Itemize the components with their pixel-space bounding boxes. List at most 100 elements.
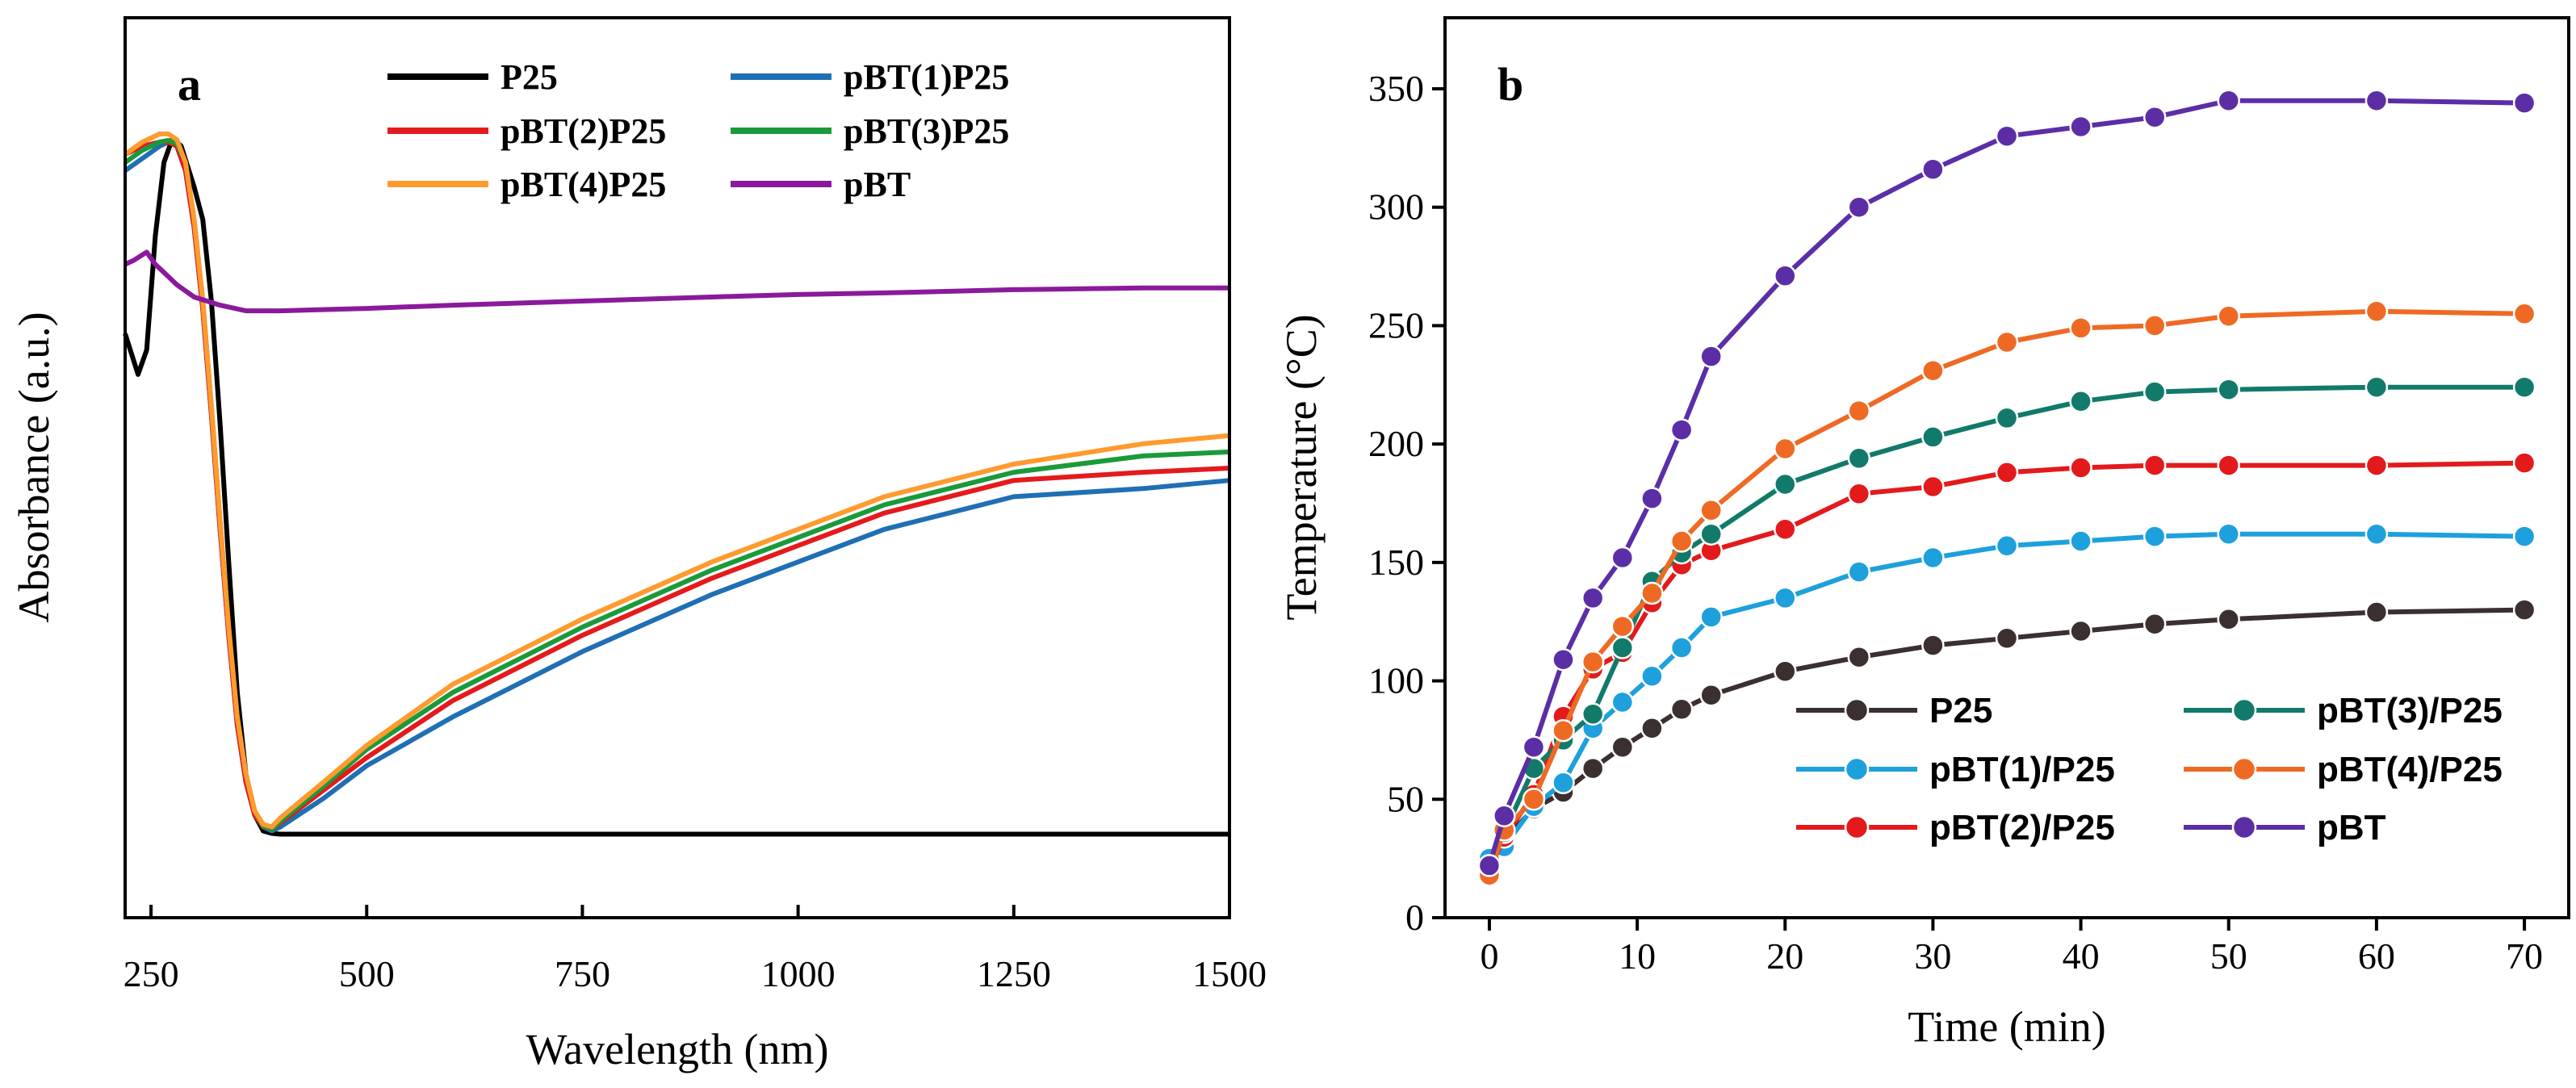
data-point [1640,664,1664,688]
data-point [2217,378,2240,401]
series-line-pbt-3-p25 [124,138,1230,832]
data-point [2217,304,2240,328]
data-point [2512,302,2536,326]
data-point [1669,529,1694,553]
series-line-pbt-4-p25 [124,131,1230,830]
panel-a-y-axis-title: Absorbance (a.u.) [10,312,58,622]
data-point [2069,456,2092,479]
data-point [1581,650,1605,674]
legend-swatch-marker [1844,697,1870,723]
data-point [1611,690,1635,714]
data-point [2142,525,2167,548]
data-point [1477,854,1502,877]
x-tick-label: 1500 [1192,953,1267,994]
legend-label: pBT [844,165,911,204]
legend-label: pBT(1)P25 [844,57,1009,97]
data-point [1611,614,1635,638]
data-point [2512,598,2536,621]
legend-label: pBT(4)/P25 [2317,750,2503,789]
panel-b-plot-lines [1477,89,2536,887]
series-line [1487,308,2525,877]
panel-b: 0 10 20 30 40 50 60 70 0 50 100 150 200 250 300 350 b T… [1277,16,2570,1051]
data-point [2217,522,2240,546]
legend-label: P25 [1929,691,1992,730]
y-tick-label: 50 [1387,778,1424,819]
legend-label: pBT [2317,808,2386,847]
data-point [2142,612,2167,636]
data-point [2364,522,2389,546]
x-tick-label: 1250 [977,953,1051,994]
legend-label: pBT(3)P25 [844,111,1009,151]
x-tick-label: 500 [339,953,395,994]
panel-a-tag: a [178,58,201,111]
legend-item-pbt-2-p25: pBT(2)P25 [387,111,666,151]
data-point [1699,499,1723,522]
data-point [2069,619,2092,643]
data-point [1995,626,2019,651]
legend-item-pbt-3-p25: pBT(3)P25 [731,111,1009,151]
series-pbt [1477,89,2536,877]
data-point [2217,454,2240,477]
data-point [1921,634,1945,657]
legend-swatch-marker [2231,756,2257,782]
x-tick-label: 750 [555,953,610,994]
data-point [1699,345,1723,368]
y-tick-label: 150 [1368,542,1424,583]
legend-item-pbt-2-p25: pBT(2)/P25 [1796,808,2115,847]
data-point [1995,330,2019,354]
data-point [2364,299,2389,324]
panel-a-plot-lines [123,131,1230,837]
data-point [1699,683,1723,707]
data-point [1552,718,1575,743]
legend-label: pBT(1)/P25 [1929,750,2115,789]
legend-item-p25: P25 [387,57,558,97]
legend-item-pbt-1-p25: pBT(1)/P25 [1796,750,2115,789]
data-point [2364,600,2389,624]
data-point [1995,534,2019,558]
data-point [1581,702,1605,726]
panel-b-legend: P25 pBT(1)/P25 pBT(2)/P25 pBT(3)/P25 pBT(4)/… [1796,691,2503,847]
x-tick-label: 10 [1619,935,1656,977]
data-point [1611,546,1635,570]
data-point [2512,525,2536,548]
legend-item-p25: P25 [1796,691,1992,730]
data-point [1774,264,1797,288]
legend-item-pbt-4-p25: pBT(4)P25 [387,165,666,204]
legend-label: pBT(2)/P25 [1929,808,2115,847]
data-point [2069,529,2092,553]
data-point [1611,735,1635,759]
data-point [1699,605,1723,629]
series-line [1487,98,2525,867]
y-tick-label: 350 [1368,68,1424,109]
data-point [2217,89,2240,112]
data-point [2069,390,2092,413]
series-line-pbt [124,249,1229,314]
legend-item-pbt: pBT [731,165,911,204]
panel-a-x-ticks: 250 500 750 1000 1250 1500 [124,905,1267,994]
panel-a-legend: P25 pBT(1)P25 pBT(2)P25 pBT(3)P25 pBT(4)P25 p… [387,57,1009,204]
data-point [1640,581,1664,605]
data-point [1921,546,1945,570]
data-point [1699,522,1723,546]
data-point [2364,89,2389,112]
legend-swatch-marker [2231,814,2257,840]
y-tick-label: 200 [1368,423,1424,464]
series-pbt-1-p25 [1477,522,2536,870]
data-point [2069,115,2092,139]
data-point [2069,316,2092,340]
data-point [1552,771,1575,795]
legend-item-pbt-4-p25: pBT(4)/P25 [2184,750,2503,789]
x-tick-label: 60 [2358,935,2395,977]
legend-item-pbt-3-p25: pBT(3)/P25 [2184,691,2503,730]
data-point [1522,735,1546,759]
data-point [1847,560,1871,584]
panel-b-ticks: 0 10 20 30 40 50 60 70 0 50 100 150 200 250 300 350 [1368,68,2543,977]
data-point [1552,647,1575,672]
panel-a-x-axis-title: Wavelength (nm) [526,1025,828,1073]
data-point [1847,446,1871,471]
y-tick-label: 100 [1368,660,1424,701]
data-point [1774,659,1797,684]
series-line-pbt-2-p25 [124,140,1230,832]
data-point [2217,608,2240,631]
